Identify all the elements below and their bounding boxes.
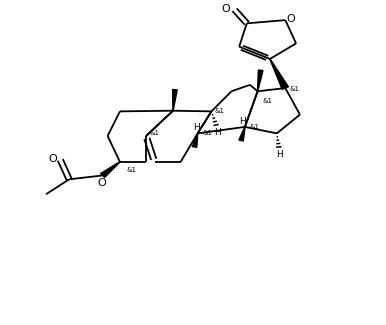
Text: &1: &1: [215, 108, 225, 114]
Text: &1: &1: [289, 86, 299, 92]
Polygon shape: [173, 90, 177, 111]
Polygon shape: [100, 162, 120, 177]
Polygon shape: [270, 59, 288, 89]
Text: H: H: [193, 123, 200, 132]
Text: O: O: [286, 15, 295, 24]
Text: O: O: [98, 178, 107, 188]
Text: O: O: [221, 4, 230, 14]
Text: O: O: [48, 154, 57, 164]
Text: H: H: [276, 150, 283, 159]
Text: &1: &1: [203, 130, 213, 136]
Polygon shape: [239, 127, 245, 141]
Text: H: H: [214, 127, 221, 136]
Text: &1: &1: [127, 167, 137, 173]
Text: &1: &1: [150, 130, 160, 136]
Text: H: H: [240, 117, 246, 125]
Text: &1: &1: [262, 98, 272, 104]
Polygon shape: [257, 70, 263, 91]
Text: &1: &1: [249, 124, 259, 130]
Polygon shape: [192, 133, 198, 147]
